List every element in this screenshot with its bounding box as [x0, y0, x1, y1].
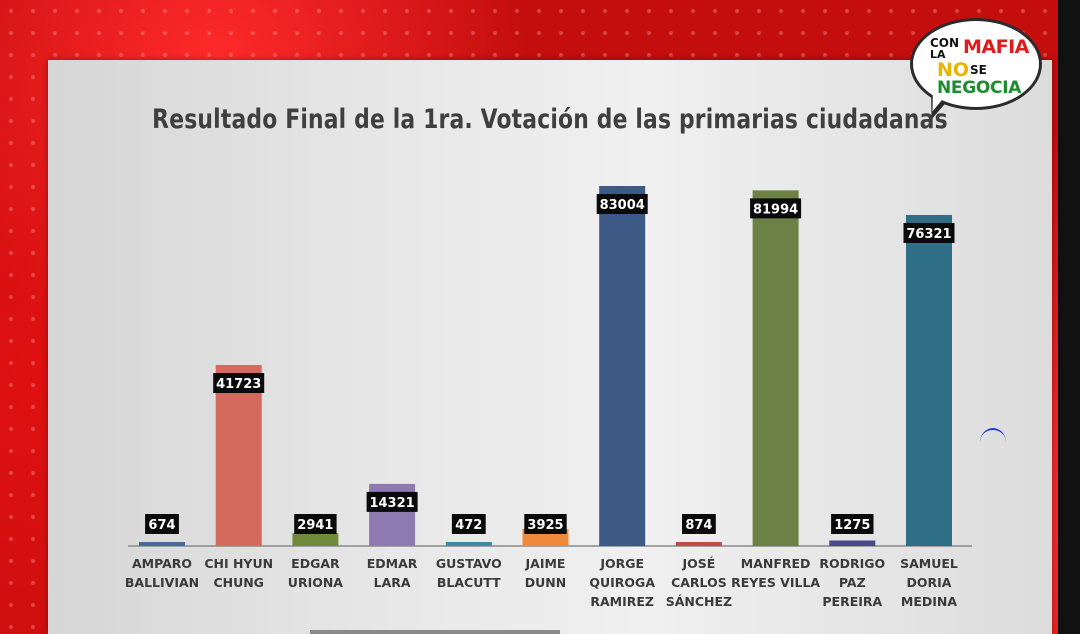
category-label: EDGAR	[291, 556, 340, 571]
category-label: EDMAR	[367, 556, 418, 571]
category-label: RODRIGO	[819, 556, 885, 571]
bar	[445, 542, 492, 546]
data-label: 14321	[369, 496, 414, 511]
bar	[139, 542, 185, 546]
category-label: SÁNCHEZ	[666, 594, 732, 609]
data-label: 472	[455, 518, 482, 533]
data-label-box	[831, 514, 874, 534]
data-label-box	[903, 222, 955, 243]
category-label: QUIROGA	[589, 575, 655, 590]
bar	[215, 365, 262, 546]
logo-text-se: SE	[970, 63, 987, 77]
bar	[829, 540, 876, 546]
data-label-box	[682, 514, 716, 534]
category-label: LARA	[374, 575, 411, 590]
data-label: 2941	[297, 518, 333, 533]
category-label: MANFRED	[741, 556, 811, 571]
category-label: PEREIRA	[822, 594, 882, 609]
category-label: AMPARO	[132, 556, 192, 571]
data-label: 874	[685, 518, 712, 533]
logo-text-con: CON	[930, 36, 960, 50]
data-label: 81994	[753, 202, 798, 217]
category-label: GUSTAVO	[436, 556, 502, 571]
data-label: 3925	[527, 518, 563, 533]
bar-chart: 674 AMPARO BALLIVIAN 41723 CHI HYUN CHUNG 2941…	[125, 186, 972, 609]
category-label: SAMUEL	[900, 556, 958, 571]
right-edge-strip	[1058, 0, 1080, 634]
bar	[906, 214, 952, 546]
bar	[675, 542, 722, 546]
data-label-box	[145, 514, 179, 534]
logo-text-mafia: MAFIA	[963, 36, 1029, 58]
logo-bubble	[910, 18, 1042, 110]
category-label: RAMIREZ	[590, 594, 654, 609]
bar	[292, 533, 339, 546]
category-label: REYES VILLA	[731, 575, 820, 590]
con-la-mafia-no-se-negocia-logo: CON LA MAFIA NO SE NEGOCIA	[910, 18, 1042, 123]
data-label: 1275	[834, 518, 870, 533]
data-label-box	[524, 514, 567, 534]
data-label: 41723	[216, 377, 261, 392]
category-label: DORIA	[907, 575, 952, 590]
category-label: JORGE	[599, 556, 644, 571]
category-label: BLACUTT	[437, 575, 501, 590]
cursor-arc-icon	[980, 428, 1006, 456]
data-label: 83004	[600, 198, 645, 213]
category-label: MEDINA	[901, 594, 957, 609]
category-label: CHUNG	[213, 575, 264, 590]
category-label: URIONA	[288, 575, 344, 590]
category-label: PAZ	[839, 575, 866, 590]
data-label-box	[213, 373, 265, 394]
category-label: JAIME	[525, 556, 566, 571]
data-label: 76321	[906, 227, 951, 242]
category-label: CARLOS	[671, 575, 727, 590]
logo-text-la: LA	[930, 48, 946, 61]
logo-text-no: NO	[937, 59, 970, 81]
bar	[752, 190, 799, 547]
data-label-box	[750, 198, 802, 219]
data-label: 674	[148, 518, 175, 533]
data-label-box	[451, 514, 486, 534]
data-label-box	[294, 514, 337, 534]
logo-text-negocia: NEGOCIA	[937, 78, 1022, 98]
chart-title: Resultado Final de la 1ra. Votación de l…	[152, 104, 948, 135]
category-label: CHI HYUN	[204, 556, 273, 571]
bar	[599, 186, 646, 546]
data-label-box	[366, 491, 418, 512]
category-label: BALLIVIAN	[125, 575, 199, 590]
category-label: JOSÉ	[681, 556, 715, 571]
data-label-box	[596, 194, 648, 214]
chart-panel: Resultado Final de la 1ra. Votación de l…	[48, 60, 1052, 634]
category-label: DUNN	[525, 575, 566, 590]
bottom-scroll-strip	[310, 630, 560, 634]
